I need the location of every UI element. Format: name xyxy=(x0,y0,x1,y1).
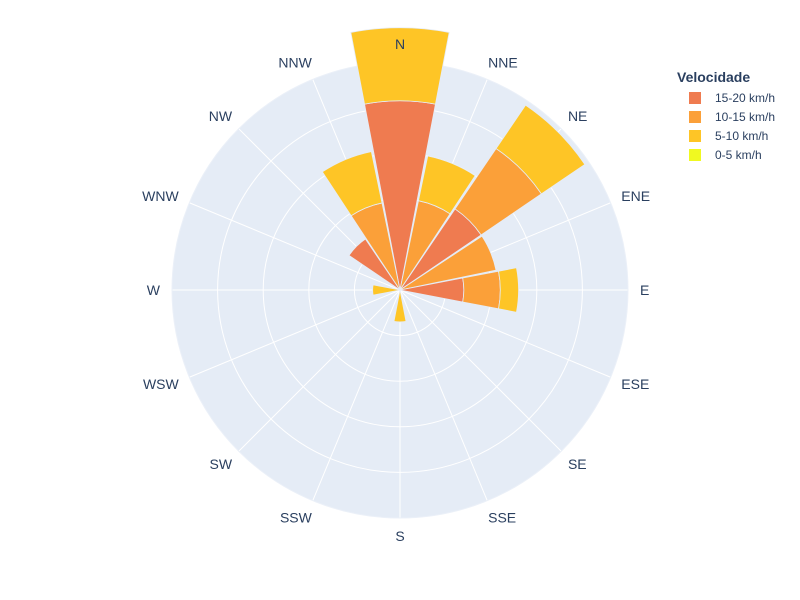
legend-swatch xyxy=(689,130,701,142)
legend-item[interactable]: 15-20 km/h xyxy=(689,91,775,105)
legend-label: 10-15 km/h xyxy=(715,110,775,124)
legend-label: 5-10 km/h xyxy=(715,129,768,143)
direction-label-SSE: SSE xyxy=(488,509,516,525)
angular-gridline xyxy=(399,289,562,452)
bar-NNW-5-10-km-h[interactable] xyxy=(321,151,383,217)
legend-label: 0-5 km/h xyxy=(715,148,762,162)
direction-label-ESE: ESE xyxy=(621,376,649,392)
direction-labels: N NNE NE ENE E ESE SE SSE S SSW SW WSW W WNW NW NNW xyxy=(142,36,650,544)
legend-swatch xyxy=(689,111,701,123)
direction-label-N: N xyxy=(395,36,405,52)
direction-label-E: E xyxy=(640,282,649,298)
direction-label-SSW: SSW xyxy=(280,509,313,525)
bar-E-5-10-km-h[interactable] xyxy=(498,267,519,313)
bar-NNE-5-10-km-h[interactable] xyxy=(418,155,476,215)
bar-S-5-10-km-h[interactable] xyxy=(393,289,407,323)
direction-label-SE: SE xyxy=(568,456,587,472)
legend-title: Velocidade xyxy=(677,69,750,85)
legend-swatch xyxy=(689,92,701,104)
bar-N-5-10-km-h[interactable] xyxy=(350,27,450,105)
angular-gridline xyxy=(189,202,401,291)
angular-gridline xyxy=(238,289,401,452)
legend-label: 15-20 km/h xyxy=(715,91,775,105)
direction-label-ENE: ENE xyxy=(621,188,650,204)
direction-label-S: S xyxy=(395,528,404,544)
direction-label-W: W xyxy=(147,282,161,298)
angular-gridline xyxy=(399,289,488,501)
legend-item[interactable]: 5-10 km/h xyxy=(689,129,768,143)
direction-label-NNW: NNW xyxy=(278,55,312,71)
legend-swatch xyxy=(689,149,701,161)
angular-gridline xyxy=(189,289,401,378)
bar-W-5-10-km-h[interactable] xyxy=(372,284,401,296)
legend-item[interactable]: 0-5 km/h xyxy=(689,148,762,162)
direction-label-NW: NW xyxy=(209,108,233,124)
direction-label-NE: NE xyxy=(568,108,587,124)
legend[interactable]: Velocidade 15-20 km/h 10-15 km/h 5-10 km/h… xyxy=(677,69,775,162)
legend-item[interactable]: 10-15 km/h xyxy=(689,110,775,124)
direction-label-WSW: WSW xyxy=(143,376,180,392)
bar-ENE-10-15-km-h[interactable] xyxy=(399,235,497,291)
bar-NW-15-20-km-h[interactable] xyxy=(348,238,401,291)
direction-label-NNE: NNE xyxy=(488,55,518,71)
direction-label-SW: SW xyxy=(209,456,232,472)
angular-gridline xyxy=(399,289,611,378)
angular-gridline xyxy=(312,289,401,501)
bar-NE-5-10-km-h[interactable] xyxy=(495,104,586,195)
bars-group xyxy=(321,27,586,323)
bar-E-10-15-km-h[interactable] xyxy=(462,270,501,310)
direction-label-WNW: WNW xyxy=(142,188,179,204)
